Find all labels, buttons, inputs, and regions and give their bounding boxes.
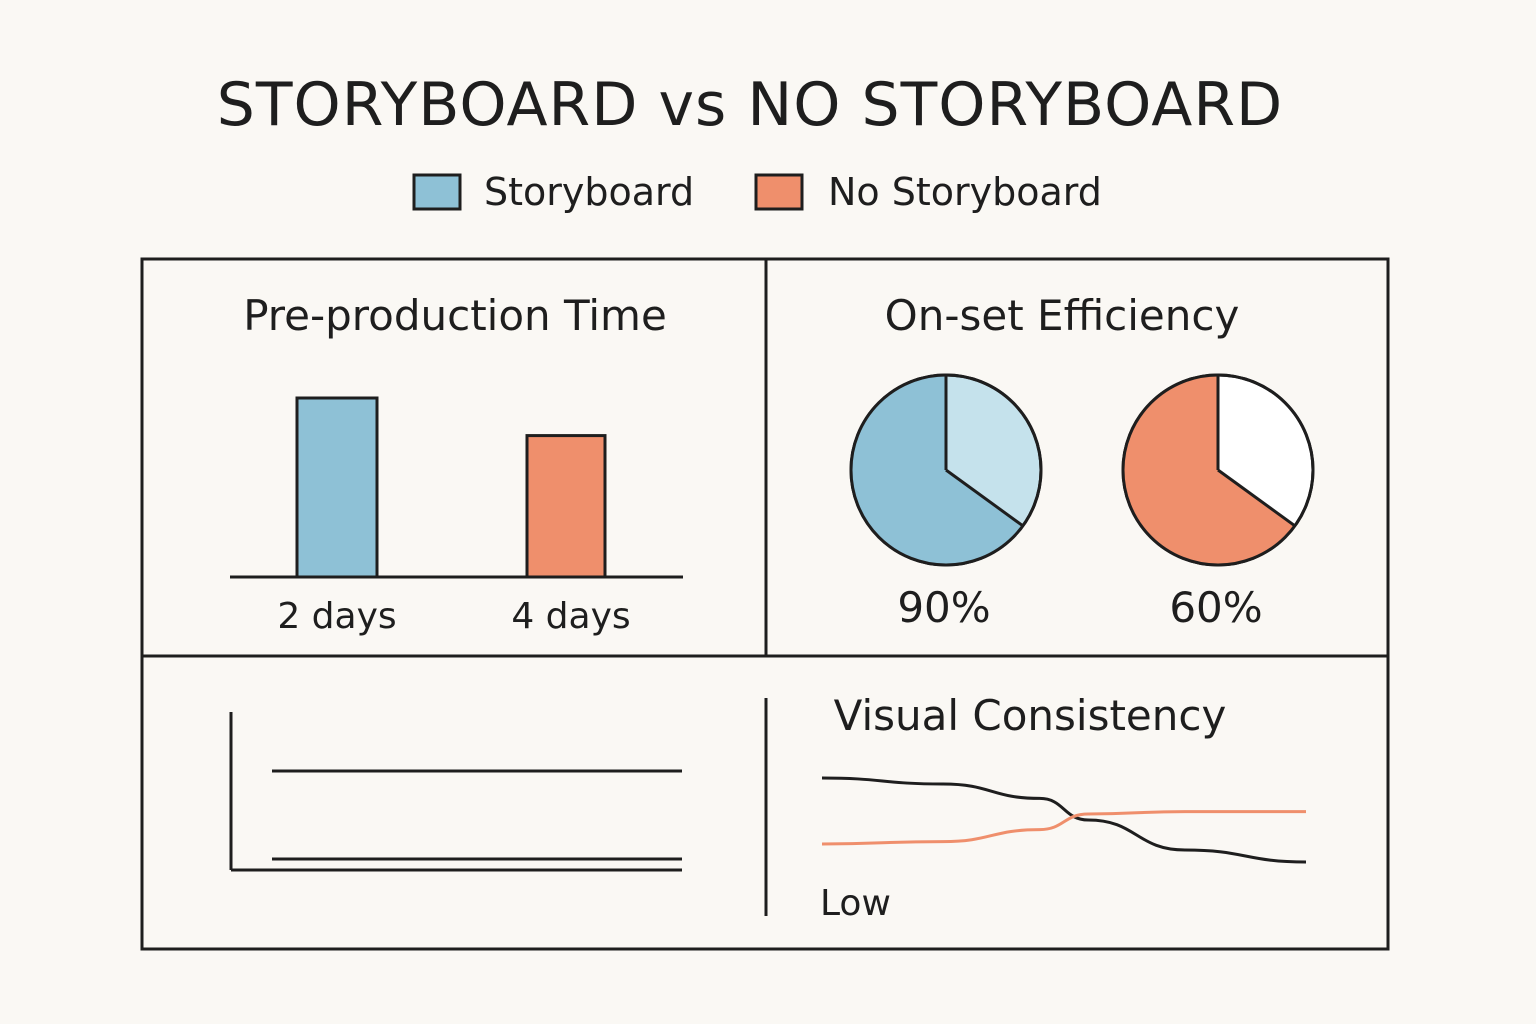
bar-category-label-0: 2 days — [277, 596, 396, 637]
pie-charts — [849, 373, 1315, 567]
pie-divider-side-1 — [1217, 468, 1296, 528]
panel-title-efficiency: On-set Efficiency — [885, 291, 1240, 340]
pie-divider-side-0 — [945, 468, 1024, 528]
pie-outline-0 — [849, 373, 1043, 567]
panel-preproduction: Pre-production Time 2 days 4 days — [230, 291, 683, 637]
legend: Storyboard No Storyboard — [412, 170, 1102, 214]
left-line-series — [272, 769, 682, 861]
consistency-line-0 — [821, 776, 1307, 864]
legend-swatch-no-storyboard — [754, 173, 804, 211]
legend-swatch-storyboard — [412, 173, 462, 211]
panel-title-preproduction: Pre-production Time — [243, 291, 667, 340]
pie-label-storyboard: 90% — [897, 583, 990, 632]
pie-label-no-storyboard: 60% — [1169, 583, 1262, 632]
bar-1 — [525, 434, 607, 579]
consistency-line-series — [821, 776, 1307, 864]
bar-chart — [295, 396, 607, 579]
panel-efficiency: On-set Efficiency 90% 60% — [849, 291, 1315, 632]
chart-title: STORYBOARD vs NO STORYBOARD — [217, 70, 1283, 140]
pie-slice-0 — [851, 375, 1023, 566]
pie-outline-1 — [1121, 373, 1315, 567]
consistency-ylabel-low: Low — [820, 883, 891, 924]
legend-label-storyboard: Storyboard — [484, 170, 694, 214]
panel-lines-left — [229, 712, 682, 872]
legend-label-no-storyboard: No Storyboard — [828, 170, 1102, 214]
panel-title-consistency: Visual Consistency — [834, 691, 1227, 740]
bar-0 — [295, 396, 379, 579]
panel-consistency: Visual Consistency Low — [764, 691, 1307, 924]
pie-slice-1 — [1123, 375, 1295, 566]
bar-category-label-1: 4 days — [511, 596, 630, 637]
consistency-line-1 — [821, 810, 1306, 846]
